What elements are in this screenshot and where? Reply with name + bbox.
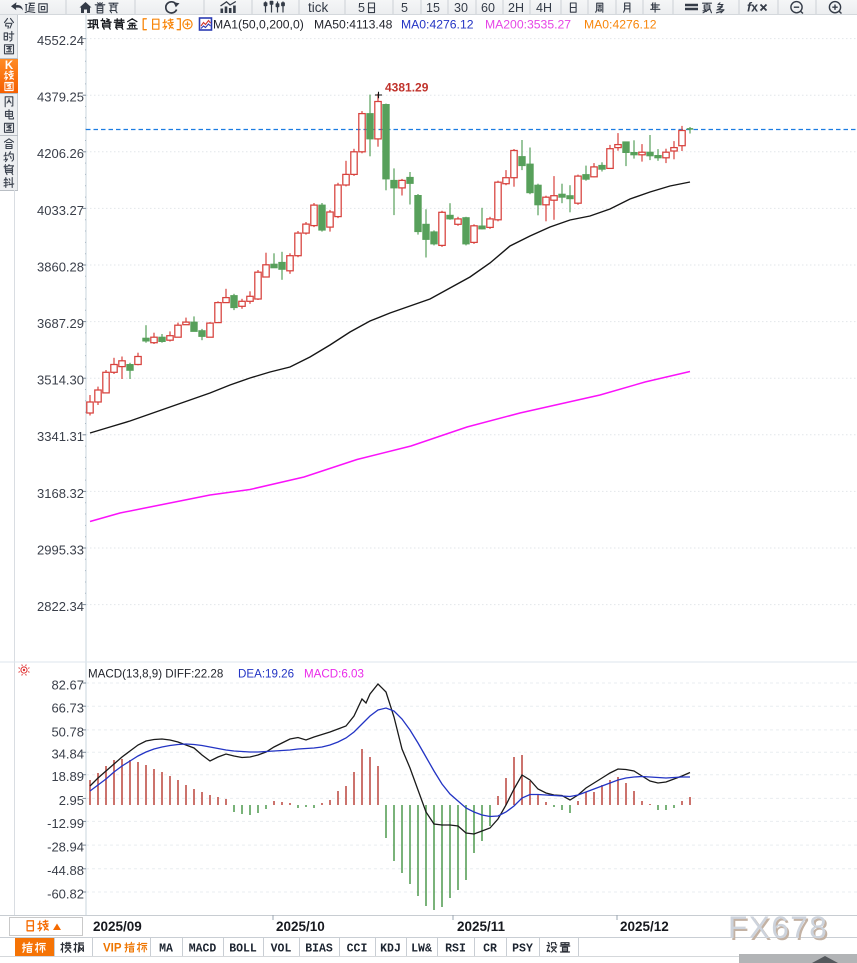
svg-text:4381.29: 4381.29 xyxy=(385,81,429,95)
svg-text:2025/12: 2025/12 xyxy=(620,919,669,934)
svg-text:MACD:6.03: MACD:6.03 xyxy=(304,668,364,681)
svg-text:18.89: 18.89 xyxy=(51,769,84,784)
svg-text:BOLL: BOLL xyxy=(229,943,257,956)
svg-text:BIAS: BIAS xyxy=(305,943,333,956)
svg-text:15: 15 xyxy=(426,1,440,15)
svg-text:tick: tick xyxy=(308,0,329,15)
svg-text:MA0:4276.12: MA0:4276.12 xyxy=(584,17,657,31)
svg-text:82.67: 82.67 xyxy=(51,677,84,692)
svg-text:3514.30: 3514.30 xyxy=(37,373,84,388)
svg-text:DEA:19.26: DEA:19.26 xyxy=(238,668,294,681)
svg-text:MA0:4276.12: MA0:4276.12 xyxy=(401,17,474,31)
svg-text:4H: 4H xyxy=(536,1,552,15)
svg-text:-28.94: -28.94 xyxy=(47,840,84,855)
svg-text:2025/11: 2025/11 xyxy=(457,919,506,934)
svg-text:60: 60 xyxy=(481,1,495,15)
svg-text:3341.31: 3341.31 xyxy=(37,429,84,444)
svg-text:CCI: CCI xyxy=(347,943,368,956)
svg-text:4552.24: 4552.24 xyxy=(37,33,84,48)
svg-text:RSI: RSI xyxy=(445,943,466,956)
svg-text:66.73: 66.73 xyxy=(51,701,84,716)
svg-text:-60.82: -60.82 xyxy=(47,886,84,901)
svg-text:30: 30 xyxy=(454,1,468,15)
svg-text:2025/09: 2025/09 xyxy=(93,919,142,934)
svg-text:-12.99: -12.99 xyxy=(47,816,84,831)
svg-text:VIP: VIP xyxy=(103,943,122,955)
svg-text:MA50:4113.48: MA50:4113.48 xyxy=(314,17,393,31)
svg-text:2H: 2H xyxy=(508,1,524,15)
svg-text:2822.34: 2822.34 xyxy=(37,599,84,614)
svg-text:3687.29: 3687.29 xyxy=(37,316,84,331)
svg-text:3860.28: 3860.28 xyxy=(37,259,84,274)
svg-text:34.84: 34.84 xyxy=(51,747,84,762)
svg-text:FX678: FX678 xyxy=(730,911,830,947)
svg-text:2.95: 2.95 xyxy=(59,793,84,808)
svg-text:3168.32: 3168.32 xyxy=(37,486,84,501)
svg-text:LW&: LW& xyxy=(411,943,432,956)
svg-text:FX678: FX678 xyxy=(728,909,828,945)
svg-text:5: 5 xyxy=(358,1,365,15)
svg-text:VOL: VOL xyxy=(271,943,292,956)
svg-text:MA1(50,0,200,0): MA1(50,0,200,0) xyxy=(213,17,304,31)
svg-text:4379.25: 4379.25 xyxy=(37,90,84,105)
svg-text:CR: CR xyxy=(483,943,497,956)
svg-text:-44.88: -44.88 xyxy=(47,863,84,878)
svg-text:4206.26: 4206.26 xyxy=(37,146,84,161)
svg-text:50.78: 50.78 xyxy=(51,724,84,739)
svg-text:2995.33: 2995.33 xyxy=(37,542,84,557)
svg-text:MA200:3535.27: MA200:3535.27 xyxy=(485,17,571,31)
svg-text:2025/10: 2025/10 xyxy=(276,919,325,934)
svg-text:4033.27: 4033.27 xyxy=(37,203,84,218)
svg-text:5: 5 xyxy=(401,1,408,15)
svg-text:MA: MA xyxy=(159,943,173,956)
svg-text:K: K xyxy=(5,60,14,72)
svg-text:KDJ: KDJ xyxy=(380,943,401,956)
svg-text:MACD: MACD xyxy=(189,943,217,956)
svg-text:fx: fx xyxy=(747,1,758,15)
svg-text:MACD(13,8,9) DIFF:22.28: MACD(13,8,9) DIFF:22.28 xyxy=(88,668,223,681)
svg-text:PSY: PSY xyxy=(512,943,533,956)
